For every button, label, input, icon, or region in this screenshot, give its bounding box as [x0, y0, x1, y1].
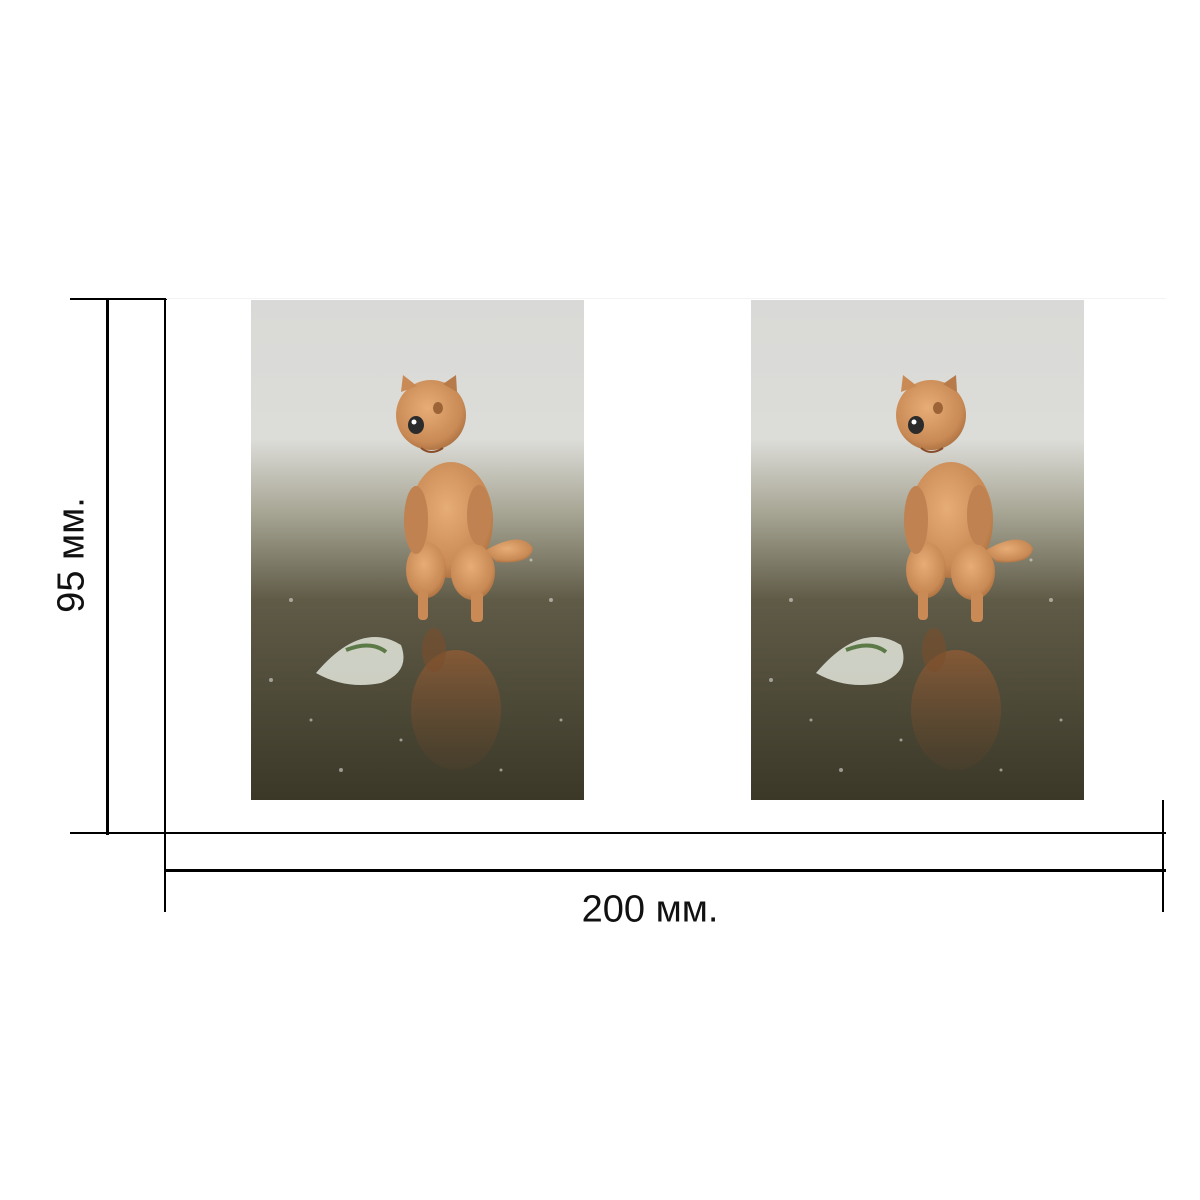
width-left-tick: [164, 800, 166, 912]
width-dimension-line: [164, 869, 1166, 872]
width-label: 200 мм.: [581, 888, 719, 931]
toy-cat-photo-right: [751, 300, 1084, 800]
print-area-top-edge: [166, 298, 1166, 299]
height-top-tick: [70, 298, 167, 300]
height-bottom-tick: [70, 832, 167, 834]
print-image-left: [251, 300, 584, 800]
print-image-right: [751, 300, 1084, 800]
height-dimension-line: [106, 298, 109, 835]
height-extension-line: [164, 298, 166, 835]
width-right-tick: [1162, 800, 1164, 912]
height-label: 95 мм.: [50, 497, 93, 613]
width-extension-line: [164, 832, 1166, 834]
toy-cat-photo-left: [251, 300, 584, 800]
